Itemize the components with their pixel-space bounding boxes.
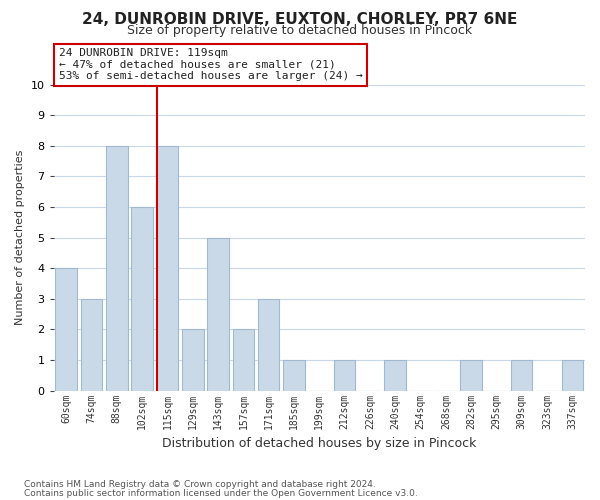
Bar <box>55 268 77 390</box>
Bar <box>283 360 305 390</box>
Text: 24, DUNROBIN DRIVE, EUXTON, CHORLEY, PR7 6NE: 24, DUNROBIN DRIVE, EUXTON, CHORLEY, PR7… <box>82 12 518 28</box>
Bar <box>511 360 532 390</box>
Text: 24 DUNROBIN DRIVE: 119sqm
← 47% of detached houses are smaller (21)
53% of semi-: 24 DUNROBIN DRIVE: 119sqm ← 47% of detac… <box>59 48 362 82</box>
Bar <box>385 360 406 390</box>
Bar <box>81 299 102 390</box>
Bar <box>258 299 280 390</box>
Text: Contains public sector information licensed under the Open Government Licence v3: Contains public sector information licen… <box>24 488 418 498</box>
Bar <box>233 330 254 390</box>
X-axis label: Distribution of detached houses by size in Pincock: Distribution of detached houses by size … <box>162 437 476 450</box>
Bar <box>131 207 153 390</box>
Bar <box>106 146 128 390</box>
Text: Size of property relative to detached houses in Pincock: Size of property relative to detached ho… <box>127 24 473 37</box>
Text: Contains HM Land Registry data © Crown copyright and database right 2024.: Contains HM Land Registry data © Crown c… <box>24 480 376 489</box>
Bar <box>157 146 178 390</box>
Bar <box>334 360 355 390</box>
Bar <box>208 238 229 390</box>
Bar <box>562 360 583 390</box>
Y-axis label: Number of detached properties: Number of detached properties <box>15 150 25 326</box>
Bar <box>460 360 482 390</box>
Bar <box>182 330 203 390</box>
